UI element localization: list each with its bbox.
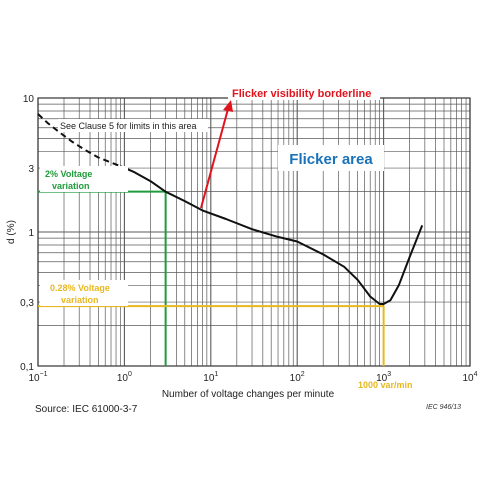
y-axis-label: d (%) [6, 220, 17, 244]
x-tick-label: 102 [290, 371, 305, 384]
y-tick-label: 0,3 [20, 298, 34, 309]
point28-label-line2: variation [61, 295, 99, 305]
curve-series-dashed [37, 113, 121, 168]
x-axis-label: Number of voltage changes per minute [162, 389, 335, 400]
var-min-label: 1000 var/min [358, 380, 413, 390]
y-tick-label: 10 [23, 94, 35, 105]
flicker-area-label: Flicker area [289, 151, 373, 168]
y-tick-label: 3 [28, 164, 34, 175]
iec-reference: IEC 946/13 [426, 404, 461, 411]
curve-layer [37, 113, 424, 305]
clause-label-bg [58, 119, 208, 132]
point28-label-bg [40, 280, 128, 306]
curve-series-solid [120, 165, 424, 305]
x-tick-label: 100 [117, 371, 132, 384]
grid-lines [37, 97, 471, 367]
borderline-arrow [200, 108, 229, 209]
two-pct-label-line2: variation [52, 181, 90, 191]
borderline-label: Flicker visibility borderline [232, 88, 371, 100]
borderline-label-bg [228, 86, 380, 100]
borderline-arrowhead [223, 100, 233, 112]
source-label: Source: IEC 61000-3-7 [35, 404, 138, 415]
two-pct-label-bg [40, 166, 128, 192]
x-tick-label: 104 [462, 371, 477, 384]
x-tick-label: 101 [203, 371, 218, 384]
two-pct-label-line1: 2% Voltage [45, 169, 92, 179]
x-tick-label: 103 [376, 371, 391, 384]
x-tick-label: 10−1 [28, 371, 47, 384]
point28-label-line1: 0.28% Voltage [50, 283, 110, 293]
y-tick-label: 0,1 [20, 362, 34, 373]
clause-annotation: See Clause 5 for limits in this area [60, 121, 197, 131]
flicker-area-label-bg [278, 145, 384, 171]
y-tick-label: 1 [28, 228, 34, 239]
